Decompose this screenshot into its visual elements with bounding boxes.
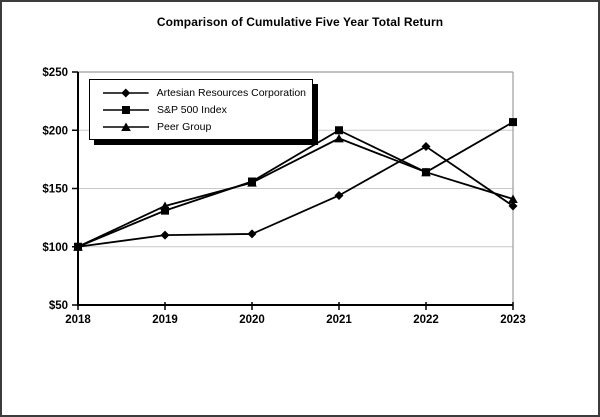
square-marker [335, 126, 343, 135]
x-tick-label: 2023 [500, 314, 526, 326]
series-line-square [77, 121, 514, 248]
series-line-triangle [77, 137, 514, 248]
y-tick-label: $150 [42, 184, 68, 196]
legend-item-sp500: S&P 500 Index [102, 102, 306, 118]
diamond-marker [421, 142, 431, 152]
x-tick-label: 2019 [152, 314, 178, 326]
legend-label: Peer Group [157, 120, 212, 133]
x-tick-label: 2020 [239, 314, 265, 326]
square-marker [248, 177, 256, 186]
y-tick-label: $100 [42, 242, 68, 254]
x-tick-label: 2021 [326, 314, 352, 326]
diamond-marker [247, 229, 257, 239]
diamond-marker-icon [102, 88, 149, 97]
diamond-marker [508, 201, 518, 211]
y-tick-label: $200 [42, 125, 68, 137]
y-tick-label: $250 [42, 67, 68, 79]
legend-item-artesian: Artesian Resources Corporation [102, 85, 306, 101]
chart-title: Comparison of Cumulative Five Year Total… [156, 15, 444, 29]
diamond-marker [160, 230, 170, 240]
diamond-marker [73, 242, 83, 252]
x-tick-label: 2018 [65, 314, 91, 326]
square-marker [161, 206, 169, 215]
legend-label: Artesian Resources Corporation [156, 86, 306, 99]
legend-item-peer-group: Peer Group [102, 119, 306, 135]
triangle-marker-icon [103, 122, 149, 131]
triangle-marker [334, 133, 344, 143]
series-line-diamond [77, 145, 514, 248]
y-tick-label: $50 [49, 300, 68, 312]
legend-label: S&P 500 Index [157, 103, 227, 116]
square-marker-icon [103, 105, 149, 114]
square-marker [509, 118, 517, 127]
triangle-marker [508, 194, 518, 203]
x-tick-label: 2022 [413, 314, 439, 326]
square-marker [422, 168, 430, 177]
diamond-marker [334, 190, 344, 200]
legend: Artesian Resources Corporation S&P 500 I… [89, 79, 313, 140]
